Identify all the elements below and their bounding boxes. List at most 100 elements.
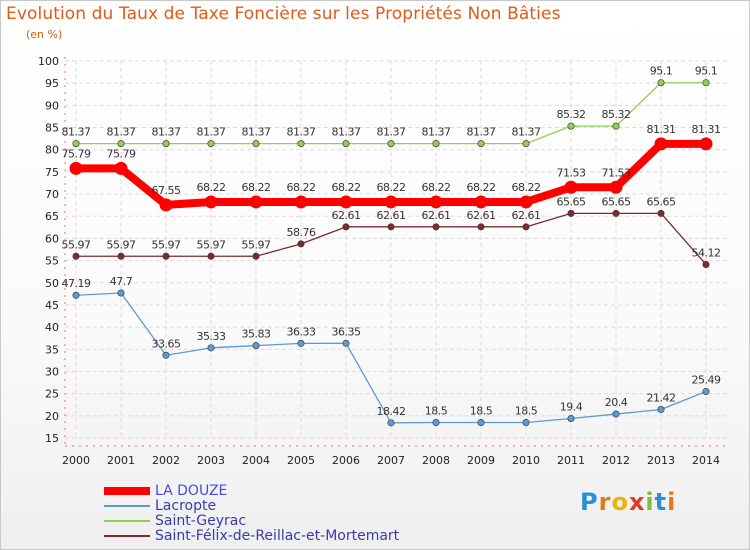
data-point	[522, 140, 530, 148]
data-label: 62.61	[332, 209, 361, 222]
data-point	[117, 140, 125, 148]
legend-swatch	[104, 505, 150, 507]
y-axis-unit-label: (en %)	[26, 28, 63, 41]
data-label: 95.1	[695, 65, 718, 78]
data-point	[342, 223, 350, 231]
data-label: 20.4	[605, 396, 628, 409]
data-point	[297, 240, 305, 248]
data-label: 81.31	[647, 123, 676, 136]
data-point	[702, 79, 710, 87]
data-point	[657, 209, 665, 217]
y-tick-label: 35	[45, 343, 59, 356]
y-tick-label: 60	[45, 232, 59, 245]
data-point	[297, 339, 305, 347]
data-label: 68.22	[422, 181, 451, 194]
x-tick-label: 2007	[377, 454, 405, 467]
data-point	[162, 351, 170, 359]
data-point	[252, 140, 260, 148]
data-point	[432, 418, 440, 426]
data-label: 55.97	[152, 238, 181, 251]
data-point	[519, 195, 533, 209]
data-label: 54.12	[692, 246, 721, 259]
legend-label: Lacropte	[155, 498, 217, 514]
x-tick-label: 2008	[422, 454, 450, 467]
data-label: 71.53	[602, 166, 631, 179]
data-point	[72, 291, 80, 299]
data-label: 68.22	[377, 181, 406, 194]
chart-title: Evolution du Taux de Taxe Foncière sur l…	[6, 4, 561, 24]
data-label: 75.79	[107, 147, 136, 160]
data-point	[69, 161, 83, 175]
data-point	[702, 387, 710, 395]
y-tick-label: 80	[45, 144, 59, 157]
data-point	[702, 260, 710, 268]
logo-letter: o	[611, 488, 629, 516]
data-label: 68.22	[467, 181, 496, 194]
data-label: 81.37	[467, 126, 496, 139]
data-point	[612, 209, 620, 217]
logo-letter: i	[645, 488, 655, 516]
data-label: 55.97	[107, 238, 136, 251]
data-point	[567, 122, 575, 130]
data-label: 36.35	[332, 325, 361, 338]
data-label: 81.37	[107, 126, 136, 139]
proxiti-logo: Proxiti	[580, 488, 676, 516]
data-point	[612, 122, 620, 130]
data-label: 75.79	[62, 147, 91, 160]
y-tick-label: 85	[45, 122, 59, 135]
data-label: 18.5	[515, 404, 538, 417]
data-point	[387, 140, 395, 148]
data-label: 81.37	[197, 126, 226, 139]
y-tick-label: 15	[45, 432, 59, 445]
data-label: 62.61	[422, 209, 451, 222]
data-point	[609, 180, 623, 194]
data-label: 65.65	[557, 195, 586, 208]
x-tick-label: 2000	[62, 454, 90, 467]
data-point	[252, 342, 260, 350]
data-point	[114, 161, 128, 175]
data-point	[159, 198, 173, 212]
data-point	[699, 137, 713, 151]
data-point	[474, 195, 488, 209]
legend-label: Saint-Félix-de-Reillac-et-Mortemart	[155, 528, 400, 544]
y-tick-label: 50	[45, 277, 59, 290]
data-label: 62.61	[467, 209, 496, 222]
x-tick-label: 2013	[647, 454, 675, 467]
data-label: 21.42	[647, 392, 676, 405]
data-label: 18.5	[425, 404, 448, 417]
data-label: 85.32	[557, 108, 586, 121]
y-tick-label: 40	[45, 321, 59, 334]
data-point	[654, 137, 668, 151]
data-point	[429, 195, 443, 209]
data-point	[204, 195, 218, 209]
data-label: 55.97	[197, 238, 226, 251]
data-label: 85.32	[602, 108, 631, 121]
data-point	[612, 410, 620, 418]
data-label: 68.22	[197, 181, 226, 194]
x-tick-label: 2005	[287, 454, 315, 467]
y-tick-label: 70	[45, 188, 59, 201]
y-tick-label: 75	[45, 166, 59, 179]
data-point	[297, 140, 305, 148]
data-point	[207, 344, 215, 352]
data-point	[567, 209, 575, 217]
legend-label: Saint-Geyrac	[155, 513, 247, 529]
data-label: 25.49	[692, 373, 721, 386]
y-tick-label: 65	[45, 210, 59, 223]
data-label: 62.61	[512, 209, 541, 222]
data-label: 81.37	[152, 126, 181, 139]
data-label: 95.1	[650, 65, 673, 78]
data-label: 81.31	[692, 123, 721, 136]
data-point	[342, 339, 350, 347]
legend-swatch	[104, 520, 150, 522]
data-point	[117, 289, 125, 297]
x-tick-label: 2011	[557, 454, 585, 467]
x-tick-label: 2012	[602, 454, 630, 467]
logo-letter: i	[667, 488, 677, 516]
legend-label: LA DOUZE	[155, 483, 228, 499]
data-point	[564, 180, 578, 194]
data-point	[339, 195, 353, 209]
data-point	[477, 418, 485, 426]
logo-letter: r	[598, 488, 612, 516]
